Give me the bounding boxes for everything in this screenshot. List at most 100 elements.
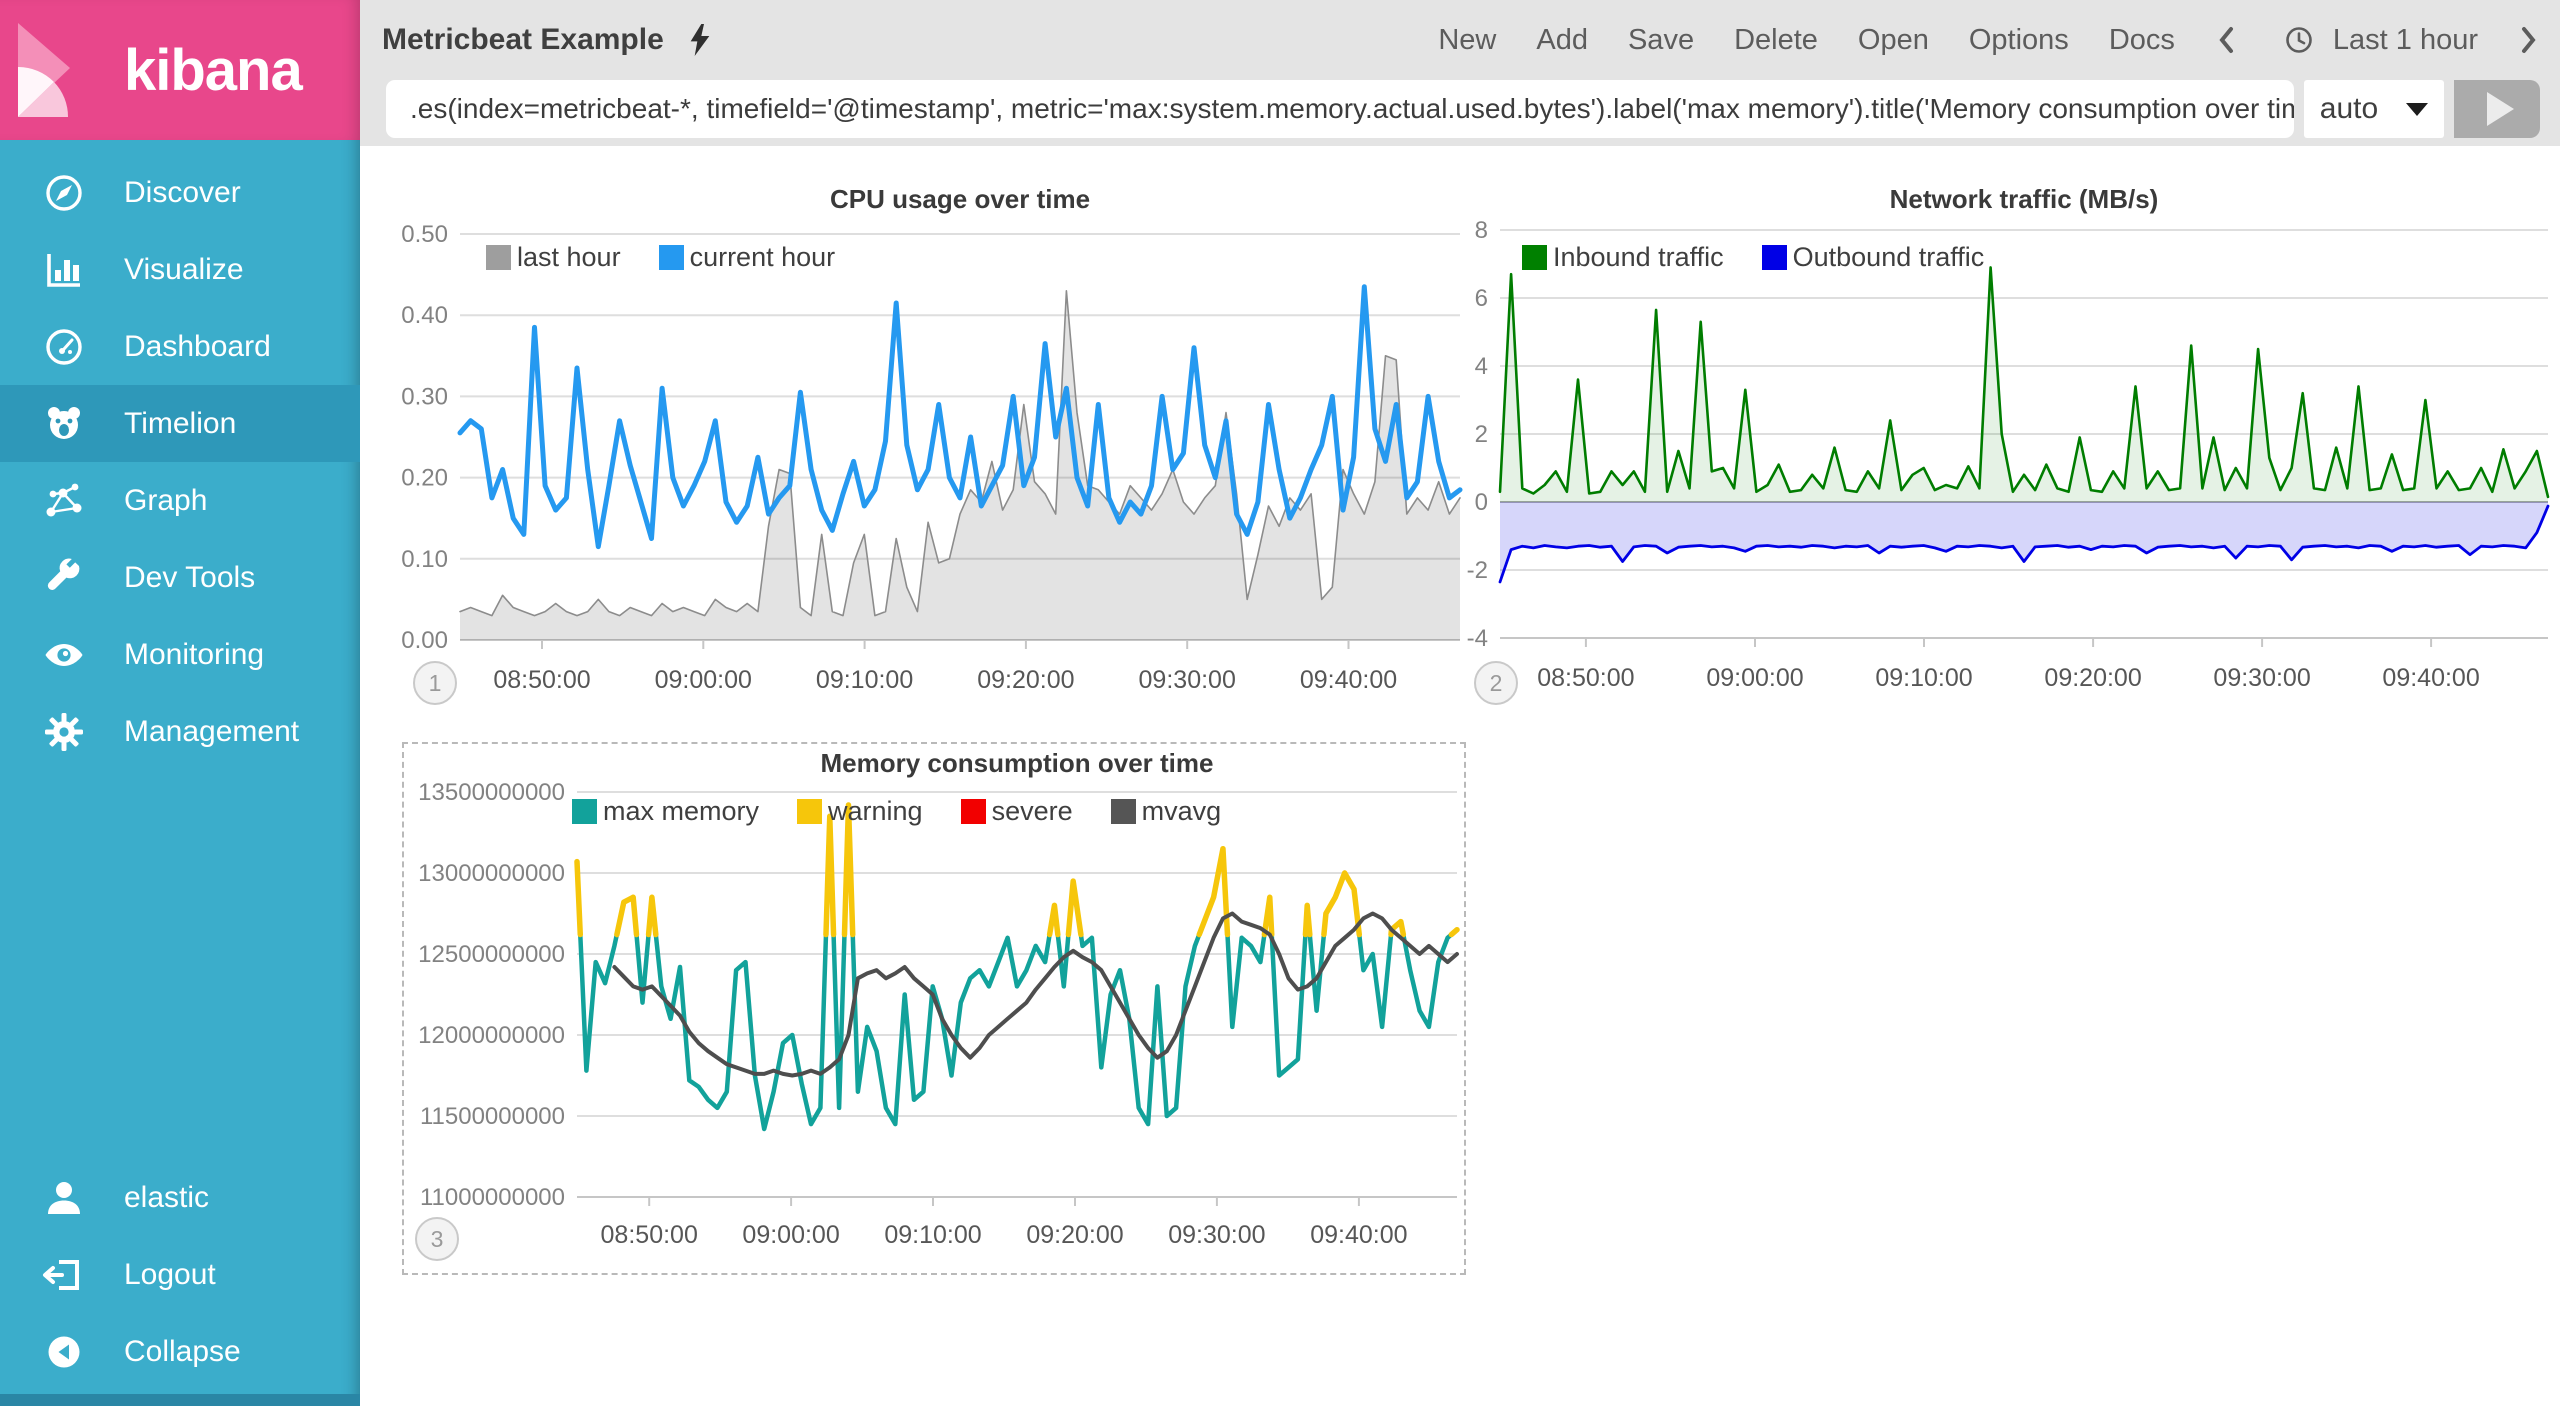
chevron-left-icon[interactable]: [2215, 25, 2237, 55]
legend-swatch-icon: [1522, 245, 1547, 270]
mem-legend: max memory warning severe mvavg: [572, 796, 1221, 827]
kibana-logo[interactable]: kibana: [0, 0, 360, 140]
time-picker[interactable]: Last 1 hour: [2277, 24, 2478, 57]
legend-item-last-hour[interactable]: last hour: [486, 242, 621, 273]
sidebar-item-visualize[interactable]: Visualize: [0, 231, 360, 308]
legend-item-severe[interactable]: severe: [960, 796, 1073, 827]
mem-plot[interactable]: 13500000000 13000000000 12500000000 1200000…: [404, 744, 1464, 1273]
svg-text:09:40:00: 09:40:00: [1300, 666, 1397, 694]
svg-text:09:00:00: 09:00:00: [655, 666, 752, 694]
svg-text:-4: -4: [1467, 625, 1488, 652]
chart-badge-mem[interactable]: 3: [415, 1217, 459, 1261]
legend-swatch-icon: [960, 799, 986, 824]
sidebar-item-timelion[interactable]: Timelion: [0, 385, 360, 462]
sidebar-item-monitoring[interactable]: Monitoring: [0, 616, 360, 693]
lightning-icon: [678, 24, 722, 56]
bar-chart-icon: [42, 248, 86, 292]
time-range-label: Last 1 hour: [2332, 23, 2478, 56]
svg-text:09:00:00: 09:00:00: [742, 1221, 839, 1249]
menu-item-save[interactable]: Save: [1627, 23, 1695, 56]
sidebar-item-label: Collapse: [124, 1334, 241, 1368]
net-legend: Inbound traffic Outbound traffic: [1522, 242, 1984, 273]
sidebar-item-discover[interactable]: Discover: [0, 154, 360, 231]
chart-badge-cpu[interactable]: 1: [413, 661, 457, 705]
sidebar-item-elastic[interactable]: elastic: [0, 1159, 360, 1236]
svg-text:09:20:00: 09:20:00: [1026, 1221, 1123, 1249]
sidebar-item-logout[interactable]: Logout: [0, 1236, 360, 1313]
legend-item-inbound-traffic[interactable]: Inbound traffic: [1522, 242, 1724, 273]
menu-item-new[interactable]: New: [1438, 23, 1497, 56]
legend-swatch-icon: [1110, 799, 1136, 824]
cpu-plot[interactable]: 0.50 0.40 0.30 0.20 0.10 0.00 08:50:00 09:00:00…: [400, 180, 1475, 735]
sidebar-item-graph[interactable]: Graph: [0, 462, 360, 539]
run-button[interactable]: [2454, 80, 2540, 138]
svg-text:09:20:00: 09:20:00: [977, 666, 1074, 694]
chart-cpu[interactable]: CPU usage over time 0.50 0.40 0.30 0.20 0.10 0…: [400, 180, 1475, 735]
chart-net[interactable]: Network traffic (MB/s) 8 6 4 2 0 -2 -4 08:50:00 0…: [1462, 180, 2560, 735]
menu-item-open[interactable]: Open: [1857, 23, 1929, 56]
sidebar-item-dev-tools[interactable]: Dev Tools: [0, 539, 360, 616]
svg-text:09:40:00: 09:40:00: [1310, 1221, 1407, 1249]
cpu-legend: last hour current hour: [486, 242, 835, 273]
legend-item-max-memory[interactable]: max memory: [572, 796, 759, 827]
svg-text:09:10:00: 09:10:00: [816, 666, 913, 694]
legend-swatch-icon: [486, 245, 511, 270]
svg-text:0.20: 0.20: [401, 465, 448, 492]
chevron-down-icon: [2406, 102, 2429, 116]
sidebar-item-management[interactable]: Management: [0, 693, 360, 770]
sidebar-item-label: Monitoring: [124, 637, 265, 671]
page-title: Metricbeat Example: [382, 23, 664, 56]
svg-text:09:20:00: 09:20:00: [2044, 664, 2141, 692]
svg-text:09:10:00: 09:10:00: [884, 1221, 981, 1249]
menu-item-add[interactable]: Add: [1536, 23, 1588, 56]
sidebar-item-dashboard[interactable]: Dashboard: [0, 308, 360, 385]
svg-text:0.00: 0.00: [401, 627, 448, 654]
svg-text:08:50:00: 08:50:00: [1537, 664, 1634, 692]
kibana-logo-icon: [18, 23, 102, 117]
sidebar: kibana Discover Visualize Dashboard Timelio…: [0, 0, 360, 1406]
net-plot[interactable]: 8 6 4 2 0 -2 -4 08:50:00 09:00:00 09:10:00 09:20:0…: [1462, 180, 2560, 735]
sidebar-item-label: Logout: [124, 1257, 216, 1291]
svg-text:09:30:00: 09:30:00: [1168, 1221, 1265, 1249]
chart-badge-net[interactable]: 2: [1474, 661, 1518, 705]
svg-text:09:30:00: 09:30:00: [1139, 666, 1236, 694]
sidebar-item-label: Management: [124, 714, 300, 748]
legend-item-current-hour[interactable]: current hour: [658, 242, 835, 273]
sidebar-item-label: Graph: [124, 483, 208, 517]
chart-mem[interactable]: Memory consumption over time 13500000000 1…: [402, 742, 1466, 1275]
svg-text:08:50:00: 08:50:00: [493, 666, 590, 694]
svg-text:11000000000: 11000000000: [420, 1184, 565, 1211]
sidebar-footer: elastic Logout Collapse: [0, 1159, 360, 1394]
compass-icon: [42, 171, 86, 215]
sidebar-item-label: Visualize: [124, 252, 244, 286]
chevron-right-icon[interactable]: [2518, 25, 2540, 55]
svg-text:2: 2: [1475, 421, 1488, 448]
sidebar-item-label: Discover: [124, 175, 241, 209]
svg-text:0.40: 0.40: [401, 302, 448, 329]
page-title-wrap: Metricbeat Example: [382, 23, 722, 57]
mem-chart-title: Memory consumption over time: [820, 748, 1214, 778]
header-chrome: Metricbeat Example New Add Save Delete Open O…: [360, 0, 2560, 146]
net-chart-title: Network traffic (MB/s): [1889, 184, 2159, 214]
sidebar-item-label: Dev Tools: [124, 560, 256, 594]
menu-item-docs[interactable]: Docs: [2108, 23, 2175, 56]
kibana-logo-text: kibana: [124, 37, 303, 103]
svg-text:09:40:00: 09:40:00: [2382, 664, 2479, 692]
charts-content: CPU usage over time 0.50 0.40 0.30 0.20 0.10 0…: [360, 146, 2560, 1406]
legend-item-outbound-traffic[interactable]: Outbound traffic: [1761, 242, 1984, 273]
timelion-query-input[interactable]: .es(index=metricbeat-*, timefield='@time…: [386, 80, 2294, 138]
user-icon: [42, 1176, 86, 1220]
legend-swatch-icon: [658, 245, 684, 270]
legend-item-warning[interactable]: warning: [797, 796, 923, 827]
collapse-icon: [42, 1330, 86, 1374]
svg-text:0.30: 0.30: [401, 383, 448, 410]
clock-icon: [2277, 25, 2321, 55]
sidebar-item-collapse[interactable]: Collapse: [0, 1313, 360, 1390]
topbar-menu-items: New Add Save Delete Open Options Docs: [1438, 24, 2175, 57]
gauge-icon: [42, 325, 86, 369]
legend-item-mvavg[interactable]: mvavg: [1110, 796, 1221, 827]
interval-select[interactable]: auto: [2304, 80, 2444, 138]
cpu-chart-title: CPU usage over time: [829, 184, 1091, 214]
menu-item-delete[interactable]: Delete: [1734, 23, 1818, 56]
menu-item-options[interactable]: Options: [1968, 23, 2069, 56]
